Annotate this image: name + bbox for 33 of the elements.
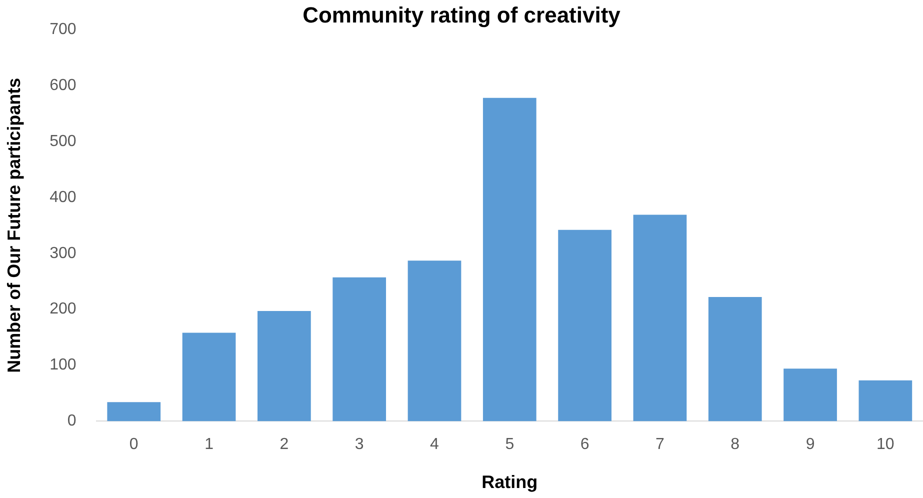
x-tick-label: 10 <box>876 436 894 454</box>
bar <box>182 332 236 422</box>
bar <box>784 368 837 422</box>
bar <box>408 260 462 422</box>
y-tick-label: 300 <box>50 244 76 262</box>
bar <box>482 98 536 422</box>
bar <box>107 402 161 422</box>
x-tick-label: 3 <box>354 436 364 454</box>
x-tick-label: 7 <box>656 436 665 454</box>
y-tick-label: 400 <box>50 188 76 206</box>
x-tick-label: 0 <box>129 436 138 454</box>
y-tick-label: 700 <box>50 21 76 38</box>
x-tick-label: 4 <box>430 436 440 454</box>
bar <box>858 380 912 422</box>
y-axis-title: Number of Our Future participants <box>4 78 24 373</box>
x-tick-label: 1 <box>204 436 214 454</box>
x-axis-title: Rating <box>482 472 538 492</box>
y-tick-label: 200 <box>50 300 76 318</box>
x-tick-label: 2 <box>280 436 289 454</box>
x-tick-label: 8 <box>730 436 740 454</box>
bar <box>708 297 762 422</box>
y-tick-label: 600 <box>50 76 76 94</box>
y-tick-label: 100 <box>50 356 76 374</box>
x-tick-label: 6 <box>580 436 590 454</box>
y-tick-label: 0 <box>67 412 76 430</box>
x-tick-label: 9 <box>806 436 815 454</box>
bar <box>558 230 612 422</box>
bar <box>258 310 311 422</box>
bar <box>633 214 687 422</box>
y-tick-label: 500 <box>50 132 76 150</box>
bar <box>332 277 386 422</box>
chart-title: Community rating of creativity <box>302 2 622 28</box>
x-tick-label: 5 <box>505 436 514 454</box>
